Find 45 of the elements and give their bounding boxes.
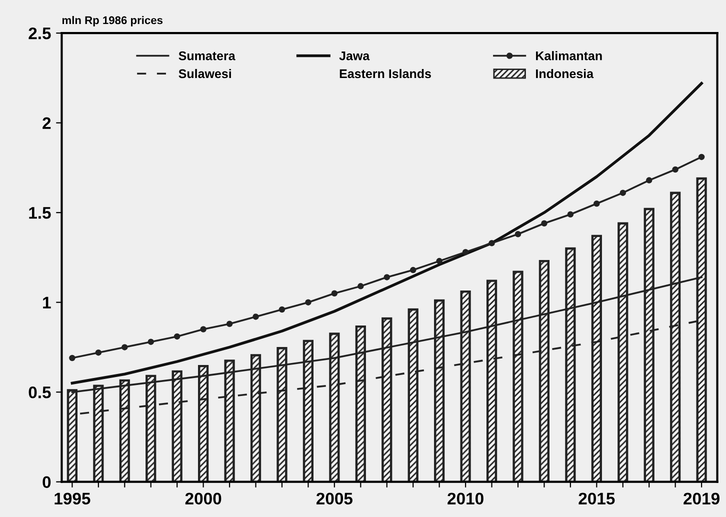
point <box>541 220 548 226</box>
point <box>567 211 574 218</box>
y-tick-label: 0.5 <box>28 386 51 398</box>
point <box>148 338 154 345</box>
point <box>462 248 469 256</box>
point <box>384 274 390 280</box>
y-tick-label: 2 <box>42 117 51 129</box>
point <box>226 320 233 328</box>
point <box>594 200 600 207</box>
point <box>410 266 416 274</box>
y-tick-label: 1 <box>43 296 51 308</box>
x-tick-label: 2000 <box>185 492 222 505</box>
x-tick-label: 2019 <box>684 492 720 505</box>
legend-label: Sumatera <box>178 51 236 60</box>
point <box>514 231 522 238</box>
point <box>305 299 312 306</box>
legend-label: Sulawesi <box>178 68 231 78</box>
point <box>200 326 206 332</box>
x-tick-label: 1995 <box>54 492 90 505</box>
point <box>95 349 102 356</box>
point <box>69 354 76 362</box>
point <box>278 306 286 313</box>
y-tick-label: 2.5 <box>28 27 51 40</box>
point <box>672 166 678 173</box>
y-tick-label: 0 <box>42 476 51 488</box>
point <box>436 258 442 264</box>
point <box>331 290 338 296</box>
point <box>252 314 259 320</box>
x-tick-label: 2015 <box>578 492 615 505</box>
point <box>620 190 626 196</box>
point <box>122 344 128 350</box>
legend-label: Indonesia <box>536 68 594 78</box>
point <box>174 333 180 340</box>
line-series <box>70 82 703 385</box>
legend-label: Kalimantan <box>536 51 602 60</box>
x-tick-label: 2005 <box>316 492 353 505</box>
x-tick-label: 2010 <box>448 492 484 505</box>
point <box>488 240 495 246</box>
legend-label: Jawa <box>339 52 370 60</box>
y-axis-title: mln Rp 1986 prices <box>62 16 163 26</box>
point <box>698 154 705 160</box>
y-tick-label: 1.5 <box>29 207 51 219</box>
point <box>358 283 364 290</box>
point <box>646 177 652 184</box>
text: Eastern Islands <box>340 68 431 78</box>
